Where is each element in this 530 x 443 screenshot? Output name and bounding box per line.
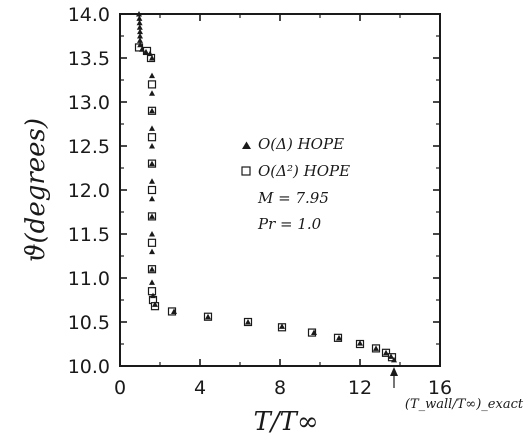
y-tick-label-0: 10.0 xyxy=(68,356,110,378)
point-o-delta-13 xyxy=(149,90,155,96)
point-o-delta-19 xyxy=(149,195,155,202)
point-o-delta-29 xyxy=(245,319,251,325)
point-o-delta-0 xyxy=(136,11,142,17)
y-tick-label-4: 12.0 xyxy=(68,180,110,202)
point-o-delta-27 xyxy=(171,308,177,314)
point-o-delta-6 xyxy=(137,37,143,43)
y-axis-label: ϑ(degrees) xyxy=(21,118,51,262)
y-tick-label-7: 13.5 xyxy=(68,48,110,70)
x-tick-labels: 0 4 8 12 16 xyxy=(114,377,452,399)
series-o-delta-hope xyxy=(136,11,397,363)
point-o-delta-24 xyxy=(149,279,155,285)
x-tick-label-4: 16 xyxy=(428,377,452,399)
point-o-delta-1 xyxy=(136,15,143,21)
point-o-delta-16 xyxy=(149,143,155,149)
point-o-delta-26 xyxy=(152,301,158,307)
annotation-mach-number: M = 7.95 xyxy=(257,189,329,207)
point-o-delta-22 xyxy=(149,248,155,255)
legend-triangle-marker xyxy=(242,141,251,149)
point-o-delta-17 xyxy=(149,160,155,167)
point-o-delta2-9 xyxy=(147,238,157,247)
x-tick-label-1: 4 xyxy=(194,377,206,399)
point-o-delta-31 xyxy=(311,329,317,336)
point-o-delta-2 xyxy=(136,19,143,26)
exact-wall-temperature-label: (T_wall/T∞)_exact xyxy=(405,397,524,412)
point-o-delta-32 xyxy=(336,334,342,341)
point-o-delta2-7 xyxy=(147,185,157,195)
point-o-delta-8 xyxy=(139,46,145,52)
point-o-delta-7 xyxy=(137,41,144,48)
y-tick-label-2: 11.0 xyxy=(68,268,110,290)
point-o-delta-33 xyxy=(357,340,363,346)
point-o-delta-25 xyxy=(150,292,156,299)
point-o-delta-15 xyxy=(149,125,155,131)
point-o-delta-36 xyxy=(388,353,394,359)
point-o-delta-28 xyxy=(205,313,211,320)
point-o-delta-23 xyxy=(149,266,155,272)
x-axis-label: T/T∞ xyxy=(253,407,318,437)
x-tick-label-0: 0 xyxy=(114,377,126,399)
point-o-delta-4 xyxy=(137,28,143,35)
point-o-delta2-3 xyxy=(147,80,157,89)
point-o-delta-5 xyxy=(137,33,143,39)
y-tick-label-3: 11.5 xyxy=(68,224,110,246)
point-o-delta-9 xyxy=(143,48,149,55)
point-o-delta-10 xyxy=(147,50,153,57)
point-o-delta-34 xyxy=(373,345,379,351)
annotation-prandtl-number: Pr = 1.0 xyxy=(257,215,322,233)
point-o-delta-37 xyxy=(391,356,397,363)
legend-label-o-delta2: O(Δ²) HOPE xyxy=(258,162,350,180)
x-tick-label-3: 12 xyxy=(348,377,372,399)
y-tick-label-8: 14.0 xyxy=(68,4,110,26)
exact-arrow-head xyxy=(390,367,398,376)
y-tick-label-1: 10.5 xyxy=(68,312,110,334)
point-o-delta-35 xyxy=(383,349,389,356)
legend-square-marker xyxy=(241,166,251,176)
y-ticks xyxy=(120,13,440,367)
y-tick-label-6: 13.0 xyxy=(68,92,110,114)
x-ticks xyxy=(119,14,441,366)
point-o-delta2-5 xyxy=(147,133,157,142)
point-o-delta-11 xyxy=(149,55,155,61)
point-o-delta-20 xyxy=(149,213,155,219)
point-o-delta-21 xyxy=(149,231,155,237)
y-tick-label-5: 12.5 xyxy=(68,136,110,158)
y-tick-labels: 10.0 10.5 11.0 11.5 12.0 12.5 13.0 13.5 14.0 xyxy=(68,4,110,378)
legend: O(Δ) HOPE O(Δ²) HOPE M = 7.95 Pr = 1.0 xyxy=(241,135,350,233)
point-o-delta2-11 xyxy=(147,287,157,296)
exact-wall-temperature-annotation: (T_wall/T∞)_exact xyxy=(390,367,524,412)
point-o-delta-18 xyxy=(149,178,155,184)
point-o-delta-12 xyxy=(149,72,155,79)
point-o-delta-3 xyxy=(136,24,143,30)
point-o-delta-30 xyxy=(279,323,285,329)
point-o-delta-14 xyxy=(149,107,155,114)
legend-label-o-delta: O(Δ) HOPE xyxy=(258,135,344,153)
x-tick-label-2: 8 xyxy=(274,377,286,399)
